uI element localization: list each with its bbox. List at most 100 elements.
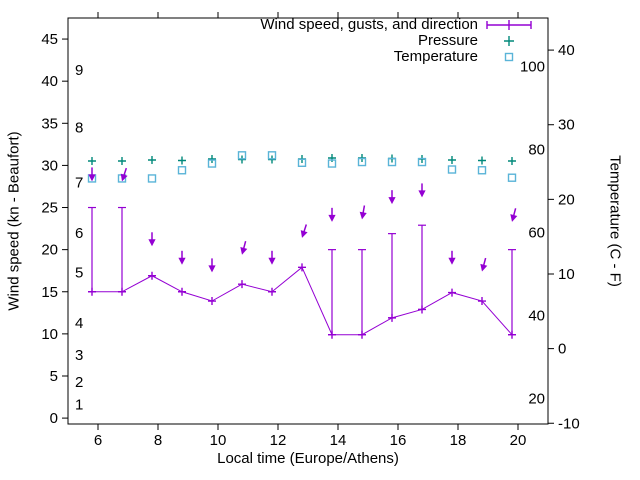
arrow-head — [300, 230, 308, 238]
y-right-tick-label: 40 — [558, 42, 575, 59]
arrow-head — [328, 214, 336, 222]
pressure-marker — [328, 154, 336, 162]
arrow-head — [510, 214, 518, 222]
arrow-shaft — [512, 208, 517, 217]
y-axis-label-left: Wind speed (kn - Beaufort) — [5, 131, 23, 311]
arrow-head — [388, 197, 396, 205]
pressure-marker — [88, 157, 96, 165]
y-right-tick-label: 0 — [558, 341, 566, 358]
arrow-head — [178, 257, 186, 265]
wind-direction-arrow-icon — [300, 224, 308, 238]
fahrenheit-label: 60 — [528, 225, 545, 242]
wind-direction-arrow-icon — [148, 232, 156, 247]
y-left-tick-label: 5 — [50, 368, 58, 385]
wind-point-marker — [148, 271, 156, 280]
plot-border — [67, 17, 549, 425]
wind-point-marker — [88, 287, 96, 296]
wind-point-marker — [388, 313, 396, 322]
arrow-head — [480, 263, 488, 272]
legend-sample-temperature-icon — [485, 50, 533, 64]
arrow-head — [88, 174, 96, 182]
wind-point-marker — [298, 263, 306, 272]
arrow-shaft — [242, 240, 247, 250]
wind-point-marker — [478, 297, 486, 306]
temperature-marker — [177, 166, 187, 175]
arrow-head — [448, 257, 456, 265]
wind-point-marker — [268, 287, 276, 296]
y-left-tick-label: 45 — [41, 31, 58, 48]
pressure-marker — [208, 155, 216, 163]
y-right-tick-label: -10 — [558, 415, 580, 432]
arrow-head — [120, 173, 128, 182]
wind-direction-arrow-icon — [240, 240, 248, 255]
wind-direction-arrow-icon — [328, 207, 336, 222]
arrow-shaft — [362, 205, 366, 214]
legend-row-temperature: Temperature — [260, 49, 533, 65]
y-axis-label-right: Temperature (C - F) — [606, 155, 624, 287]
wind-direction-arrow-icon — [359, 205, 367, 220]
temperature-marker — [147, 174, 157, 183]
wind-point-marker — [448, 288, 456, 297]
temperature-marker — [447, 165, 457, 174]
y-left-tick-label: 25 — [41, 200, 58, 217]
pressure-marker — [118, 157, 126, 165]
fahrenheit-label: 40 — [528, 307, 545, 324]
arrow-shaft — [303, 224, 308, 233]
wind-point-marker — [208, 297, 216, 306]
beaufort-label: 1 — [75, 397, 83, 414]
arrow-head — [240, 246, 248, 255]
y-left-tick-label: 30 — [41, 157, 58, 174]
temperature-marker — [507, 173, 517, 182]
y-right-tick-label: 30 — [558, 117, 575, 134]
y-left-tick-label: 0 — [50, 410, 58, 427]
legend-label-temperature: Temperature — [393, 48, 478, 65]
temperature-marker — [207, 159, 217, 168]
beaufort-label: 6 — [75, 225, 83, 242]
arrow-head — [418, 190, 426, 198]
beaufort-label: 7 — [75, 174, 83, 191]
wind-direction-arrow-icon — [388, 190, 396, 205]
temperature-marker — [237, 151, 247, 160]
temperature-marker — [477, 166, 487, 175]
x-tick-label: 20 — [510, 432, 527, 449]
wind-speed-line — [92, 266, 513, 336]
beaufort-label: 9 — [75, 62, 83, 79]
legend-label-wind: Wind speed, gusts, and direction — [260, 16, 478, 33]
beaufort-label: 5 — [75, 264, 83, 281]
beaufort-label: 3 — [75, 347, 83, 364]
wind-direction-arrow-icon — [208, 258, 216, 273]
x-axis-label: Local time (Europe/Athens) — [217, 450, 399, 467]
legend: Wind speed, gusts, and direction Pressur… — [260, 17, 533, 65]
arrow-shaft — [482, 257, 487, 266]
y-left-tick-label: 35 — [41, 115, 58, 132]
beaufort-label: 8 — [75, 120, 83, 137]
wind-point-marker — [358, 330, 366, 339]
arrow-head — [208, 265, 216, 273]
temperature-marker — [327, 159, 337, 168]
y-right-tick-label: 20 — [558, 191, 575, 208]
legend-row-pressure: Pressure — [260, 33, 533, 49]
wind-direction-arrow-icon — [418, 183, 426, 198]
y-right-tick-label: 10 — [558, 266, 575, 283]
arrow-head — [148, 239, 156, 247]
wind-point-marker — [418, 305, 426, 314]
temperature-marker — [267, 151, 277, 160]
y-left-tick-label: 40 — [41, 73, 58, 90]
x-tick-label: 8 — [154, 432, 162, 449]
temperature-marker — [417, 157, 427, 167]
fahrenheit-label: 20 — [528, 390, 545, 407]
fahrenheit-label: 100 — [520, 59, 545, 76]
wind-direction-arrow-icon — [510, 208, 518, 222]
x-tick-label: 14 — [330, 432, 347, 449]
arrow-head — [359, 211, 367, 220]
y-left-tick-label: 15 — [41, 284, 58, 301]
legend-row-wind: Wind speed, gusts, and direction — [260, 17, 533, 33]
wind-point-marker — [178, 287, 186, 296]
x-tick-label: 10 — [210, 432, 227, 449]
pressure-marker — [448, 156, 456, 164]
legend-label-pressure: Pressure — [417, 32, 478, 49]
temperature-marker — [297, 158, 307, 167]
x-tick-label: 18 — [450, 432, 467, 449]
